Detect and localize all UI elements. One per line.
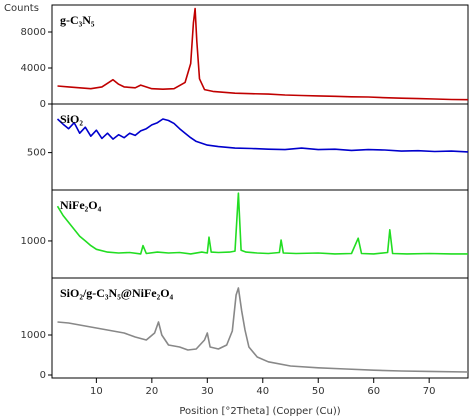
panel-label: SiO₂/g-C₃N₅@NiFe₂O₄ (60, 286, 174, 300)
y-tick-label: 1000 (21, 330, 46, 341)
y-tick-label: 0 (40, 99, 46, 110)
data-line (57, 7, 469, 101)
x-tick-label: 30 (201, 386, 214, 397)
x-tick-label: 60 (367, 386, 380, 397)
y-tick-label: 4000 (21, 63, 46, 74)
y-tick-label: 1000 (21, 236, 46, 247)
panel-frame (51, 103, 469, 191)
x-tick-label: 50 (312, 386, 325, 397)
panel-frame (51, 277, 469, 379)
data-line (56, 192, 468, 255)
y-tick-label: 8000 (21, 27, 46, 38)
y-tick-label: 0 (40, 370, 46, 381)
x-tick-label: 10 (90, 386, 103, 397)
x-tick-label: 20 (145, 386, 158, 397)
data-line (56, 118, 469, 153)
panel-label: NiFe₂O₄ (60, 198, 102, 212)
panel-frame (51, 189, 469, 279)
panel-label: SiO₂ (60, 112, 83, 126)
y-tick-label: 500 (27, 148, 46, 159)
panel-label: g-C₃N₅ (60, 13, 95, 27)
x-tick-label: 40 (256, 386, 269, 397)
data-line (57, 287, 469, 373)
y-axis-label: Counts (4, 3, 39, 14)
x-tick-label: 70 (423, 386, 436, 397)
x-axis-label: Position [°2Theta] (Copper (Cu)) (179, 406, 340, 417)
panel-frame (51, 4, 469, 105)
